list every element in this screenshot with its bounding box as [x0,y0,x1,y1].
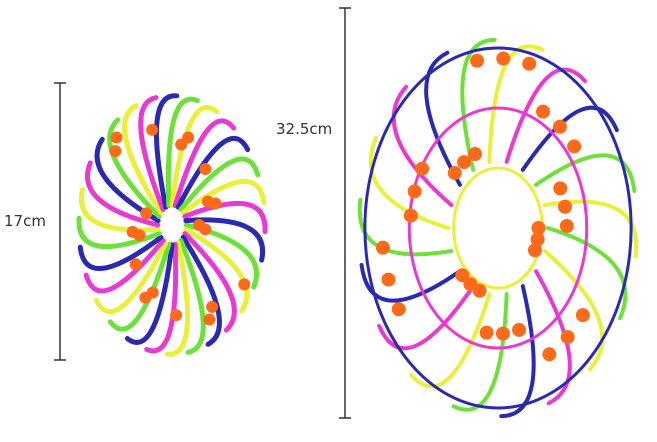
ball-joint [209,197,222,210]
ball-joint [140,207,153,220]
ball-joint [530,232,545,247]
ball-joint [467,147,482,162]
ball-joint [109,145,122,158]
ball-joint [415,161,430,176]
ball-joint [559,219,574,234]
ball-joint [531,221,546,235]
ball-joint [542,347,557,362]
ball-strut [409,292,492,389]
ball-strut [520,105,619,172]
ball-joint [407,184,422,199]
ball-joint [512,322,527,337]
ball-joint [535,104,550,119]
ball-strut [542,248,605,372]
small-ball-size-label: 17cm [4,212,46,230]
ball-joint [206,300,219,313]
ball-strut [180,179,267,216]
ball-strut [377,284,476,351]
ball-strut [178,237,206,355]
ball-strut [77,234,164,271]
ball-strut [499,284,536,419]
ball-joint [552,119,567,134]
ball-joint [495,326,510,341]
ball-joint [470,53,485,68]
ball-joint [126,225,139,238]
ball-strut [169,105,220,208]
ball-joint [381,272,396,287]
ball-strut [93,240,169,314]
ball-strut [183,226,250,314]
ball-strut [83,237,166,294]
ball-joint [146,123,159,136]
ball-strut [460,37,497,172]
ball-joint [182,131,195,144]
small-dimension-line [54,82,66,361]
ball-ring [407,106,589,350]
ball-strut [391,84,454,208]
ball-joint [557,199,572,214]
ball-strut [144,241,179,354]
ball-joint [403,208,418,223]
ball-joint [203,313,216,326]
ball-joint [455,268,470,283]
ball-joint [496,51,511,66]
ball-joint [129,258,142,271]
ball-strut [183,217,266,263]
ball-joint [479,325,494,340]
large-dimension-line [339,7,351,419]
ball-joint [567,139,582,154]
small-ball-image [76,93,268,357]
ball-joint [110,131,123,144]
ball-strut [124,242,175,345]
large-ball-size-label: 32.5cm [276,120,333,138]
ball-strut [545,226,628,321]
ball-strut [175,136,251,210]
ball-strut [107,117,162,219]
ball-joint [238,278,251,291]
ball-joint [560,330,575,345]
ball-strut [84,160,161,228]
ball-strut [138,95,166,213]
ball-strut [178,156,261,213]
ball-strut [172,118,237,209]
ball-strut [451,292,509,412]
ball-joint [447,166,462,181]
ball-joint [527,243,542,258]
ball-strut [424,50,462,187]
ball-strut [359,263,462,303]
ball-joint [375,240,390,255]
ball-strut [368,135,451,230]
ball-joint [522,56,537,71]
ball-strut [182,201,268,235]
ball-joint [575,308,590,323]
ball-strut [165,96,200,209]
ball-ring [363,46,633,410]
ball-joint [199,223,212,236]
ball-strut [504,67,587,164]
ball-strut [107,241,172,332]
ball-joint [463,277,478,292]
ball-strut [534,269,572,406]
ball-joint [199,162,212,175]
ball-strut [122,103,164,216]
ball-strut [153,93,180,210]
ball-strut [534,153,637,193]
ball-strut [164,240,191,357]
ball-strut [182,231,237,333]
ball-joint [457,155,472,170]
ball-strut [487,44,545,164]
ball-joint [170,309,183,322]
ball-joint [391,302,406,317]
large-ball-image [357,37,639,419]
ball-joint [553,181,568,196]
ball-joint [139,291,152,304]
